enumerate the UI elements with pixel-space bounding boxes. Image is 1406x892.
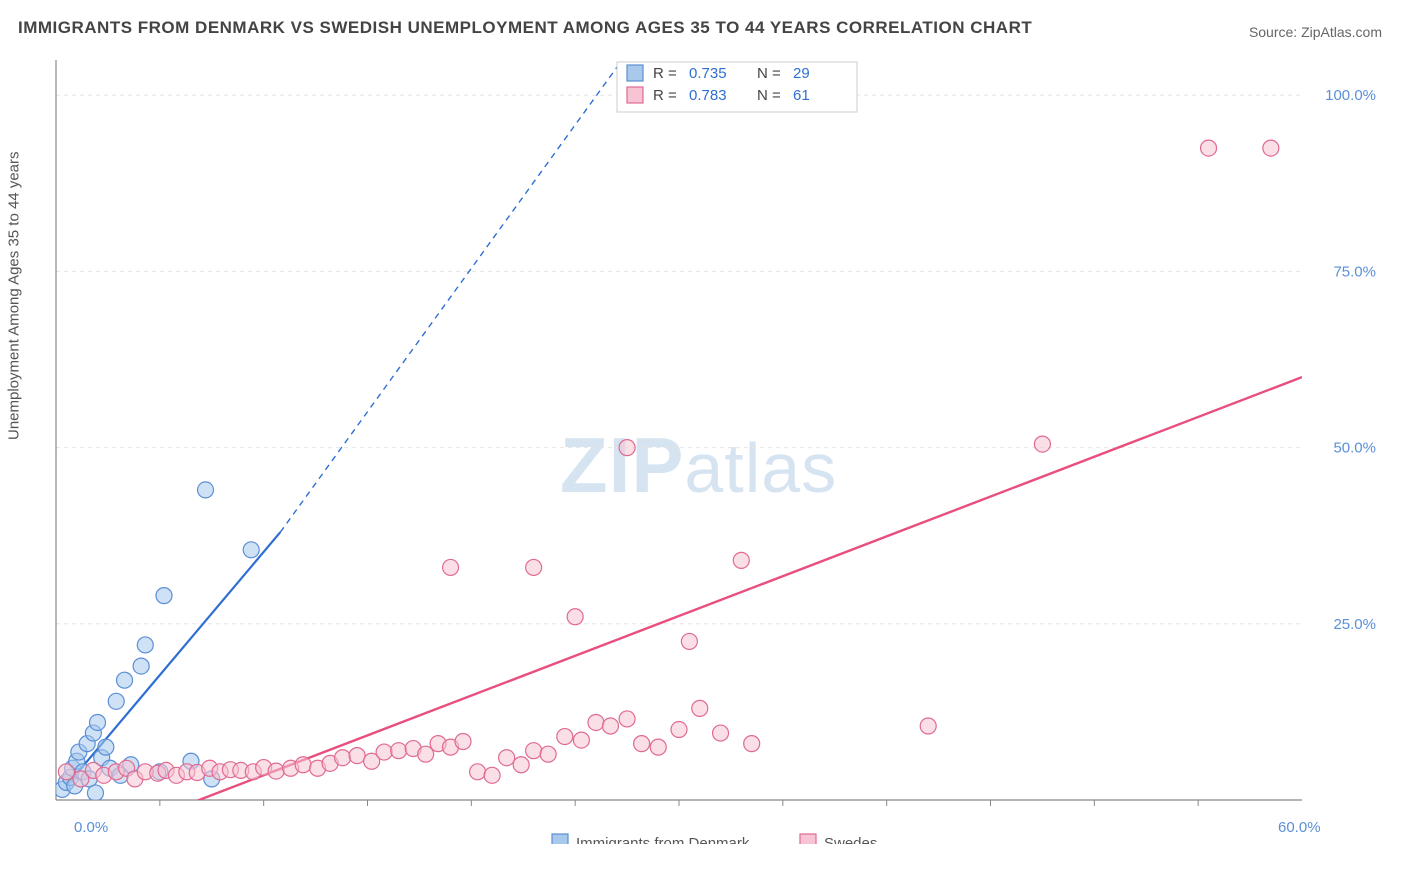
svg-text:0.735: 0.735	[689, 65, 727, 82]
source-label: Source: ZipAtlas.com	[1249, 24, 1382, 40]
svg-text:Immigrants from Denmark: Immigrants from Denmark	[576, 835, 750, 844]
svg-text:Swedes: Swedes	[824, 835, 877, 844]
svg-text:50.0%: 50.0%	[1333, 440, 1376, 457]
svg-text:0.0%: 0.0%	[74, 819, 108, 836]
chart-title: IMMIGRANTS FROM DENMARK VS SWEDISH UNEMP…	[18, 18, 1032, 38]
svg-text:N =: N =	[757, 87, 781, 104]
svg-text:60.0%: 60.0%	[1278, 819, 1321, 836]
svg-text:100.0%: 100.0%	[1325, 87, 1376, 104]
svg-text:N =: N =	[757, 65, 781, 82]
y-axis-label: Unemployment Among Ages 35 to 44 years	[6, 151, 23, 440]
correlation-chart: 25.0% 50.0% 75.0% 100.0% 0.0% 60.0% R = 0.735 N …	[52, 54, 1382, 844]
svg-text:0.783: 0.783	[689, 87, 727, 104]
svg-text:75.0%: 75.0%	[1333, 263, 1376, 280]
svg-text:R =: R =	[653, 87, 677, 104]
svg-text:29: 29	[793, 65, 810, 82]
svg-text:25.0%: 25.0%	[1333, 616, 1376, 633]
source-prefix: Source:	[1249, 24, 1301, 40]
source-link[interactable]: ZipAtlas.com	[1301, 24, 1382, 40]
svg-text:61: 61	[793, 87, 810, 104]
svg-text:R =: R =	[653, 65, 677, 82]
